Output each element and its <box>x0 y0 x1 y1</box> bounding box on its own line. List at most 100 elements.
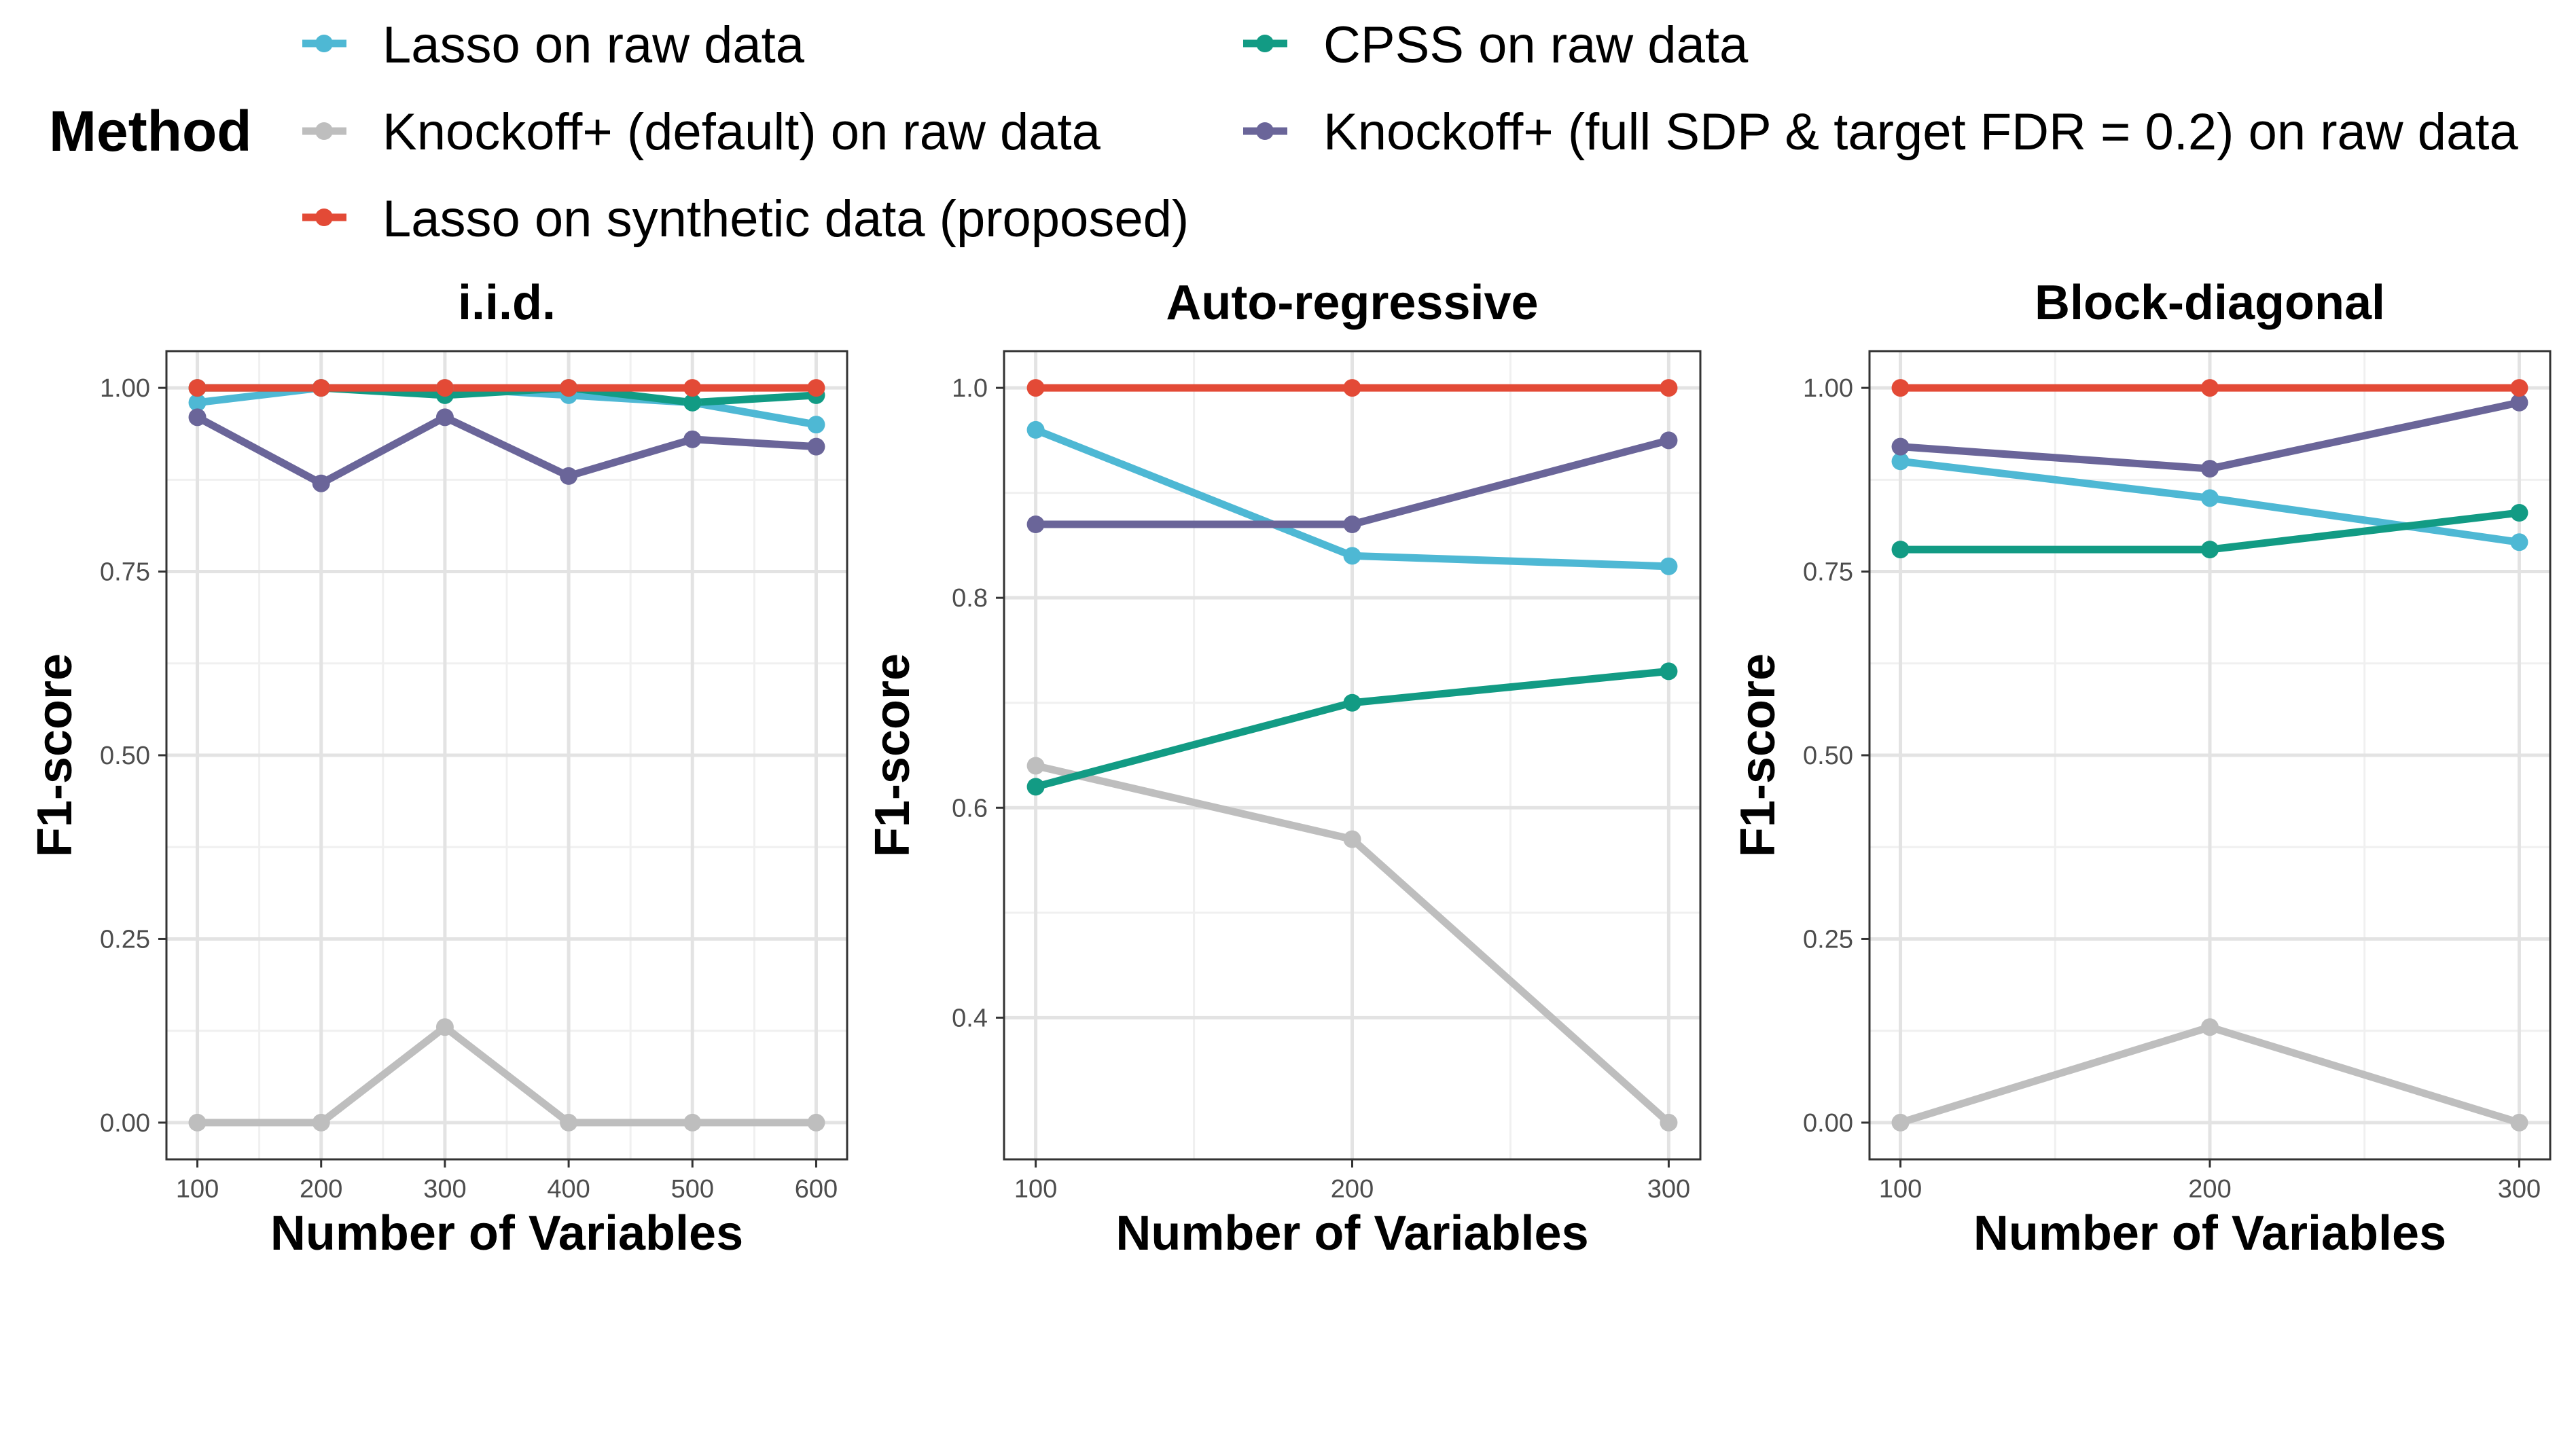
data-point <box>312 1113 330 1132</box>
data-point <box>2201 379 2219 397</box>
panel-title: i.i.d. <box>458 276 556 330</box>
data-point <box>1891 541 1910 559</box>
legend-entry-knockoff-default: Knockoff+ (default) on raw data <box>302 103 1101 161</box>
data-point <box>2201 541 2219 559</box>
legend-entry-lasso-synthetic: Lasso on synthetic data (proposed) <box>302 190 1189 248</box>
x-tick-label: 300 <box>1647 1175 1690 1204</box>
data-point <box>683 1113 702 1132</box>
y-tick-label: 0.00 <box>1803 1109 1853 1138</box>
y-axis-title: F1-score <box>865 653 920 857</box>
legend-entry-lasso-raw: Lasso on raw data <box>302 16 805 74</box>
data-point <box>807 1113 825 1132</box>
y-axis-title: F1-score <box>28 653 82 857</box>
data-point <box>188 408 207 427</box>
legend-entry-cpss-raw: CPSS on raw data <box>1243 16 1749 74</box>
legend-key-marker <box>315 122 333 140</box>
series-line <box>194 413 820 488</box>
y-tick-label: 0.50 <box>1803 742 1853 770</box>
y-tick-label: 0.75 <box>1803 558 1853 587</box>
panel-2: 100 200 300 0.4 0.6 0.8 1.0 Auto-regressive Numb… <box>865 276 1702 1261</box>
series-line <box>194 1023 820 1127</box>
data-point <box>807 437 825 456</box>
y-tick-label: 0.25 <box>100 925 150 954</box>
data-point <box>1026 757 1045 775</box>
data-point <box>1343 830 1361 848</box>
data-point <box>1343 379 1361 397</box>
data-point <box>1660 662 1678 681</box>
panel-title: Block-diagonal <box>2035 276 2385 330</box>
y-axis-title: F1-score <box>1731 653 1785 857</box>
data-point <box>2201 460 2219 478</box>
data-point <box>1026 778 1045 796</box>
data-point <box>560 379 578 397</box>
data-point <box>1891 437 1910 456</box>
y-tick-label: 1.0 <box>952 374 988 403</box>
y-tick-label: 0.50 <box>100 742 150 770</box>
x-tick-label: 100 <box>176 1175 219 1204</box>
data-point <box>683 379 702 397</box>
y-tick-label: 0.6 <box>952 794 988 822</box>
data-point <box>1343 693 1361 712</box>
data-point <box>435 408 454 427</box>
data-point <box>1660 431 1678 450</box>
data-point <box>1891 1113 1910 1132</box>
data-point <box>2510 379 2528 397</box>
x-tick-label: 500 <box>671 1175 714 1204</box>
data-point <box>560 467 578 485</box>
data-point <box>2201 1018 2219 1036</box>
data-point <box>2201 489 2219 507</box>
y-tick-label: 0.75 <box>100 558 150 587</box>
legend-label: Knockoff+ (full SDP & target FDR = 0.2) … <box>1323 103 2518 161</box>
legend-entry-knockoff-full-sdp: Knockoff+ (full SDP & target FDR = 0.2) … <box>1243 103 2518 161</box>
legend: Method Lasso on raw data Knockoff+ (defa… <box>49 16 2518 248</box>
legend-key-marker <box>1256 122 1274 140</box>
x-tick-label: 100 <box>1879 1175 1922 1204</box>
panel-3: 100 200 300 0.00 0.25 0.50 0.75 1.00 Block-diago… <box>1731 276 2552 1261</box>
legend-key-marker <box>315 209 333 226</box>
x-tick-label: 100 <box>1014 1175 1057 1204</box>
x-tick-label: 400 <box>547 1175 590 1204</box>
chart-panels: 100 200 300 400 500 600 0.00 0.25 0.50 0.75 1.00 i.… <box>28 276 2552 1261</box>
x-tick-label: 200 <box>1331 1175 1374 1204</box>
data-point <box>1891 379 1910 397</box>
data-point <box>1891 452 1910 471</box>
data-point <box>1660 1113 1678 1132</box>
legend-key-marker <box>315 35 333 52</box>
x-tick-label: 300 <box>423 1175 466 1204</box>
data-point <box>2510 533 2528 551</box>
data-point <box>1026 515 1045 533</box>
y-tick-label: 0.8 <box>952 584 988 613</box>
legend-label: Lasso on raw data <box>382 16 805 74</box>
panel-1: 100 200 300 400 500 600 0.00 0.25 0.50 0.75 1.00 i.… <box>28 276 848 1261</box>
data-point <box>2510 393 2528 412</box>
data-point <box>188 1113 207 1132</box>
y-tick-label: 0.00 <box>100 1109 150 1138</box>
data-point <box>188 393 207 412</box>
data-point <box>560 1113 578 1132</box>
legend-label: CPSS on raw data <box>1323 16 1749 74</box>
x-tick-label: 600 <box>795 1175 838 1204</box>
y-tick-label: 0.25 <box>1803 925 1853 954</box>
legend-title: Method <box>49 99 252 163</box>
data-point <box>188 379 207 397</box>
legend-key-marker <box>1256 35 1274 52</box>
legend-label: Knockoff+ (default) on raw data <box>382 103 1101 161</box>
x-axis-title: Number of Variables <box>1115 1206 1588 1261</box>
data-point <box>1660 557 1678 575</box>
data-point <box>1026 420 1045 439</box>
y-tick-label: 1.00 <box>100 374 150 403</box>
data-point <box>1343 547 1361 565</box>
panel-title: Auto-regressive <box>1166 276 1538 330</box>
data-point <box>683 393 702 412</box>
x-tick-label: 300 <box>2498 1175 2541 1204</box>
legend-label: Lasso on synthetic data (proposed) <box>382 190 1189 248</box>
x-tick-label: 200 <box>2188 1175 2231 1204</box>
data-point <box>683 430 702 448</box>
data-point <box>807 379 825 397</box>
data-point <box>1343 515 1361 533</box>
data-point <box>1660 379 1678 397</box>
data-point <box>435 379 454 397</box>
data-point <box>1026 379 1045 397</box>
x-tick-label: 200 <box>300 1175 342 1204</box>
x-axis-title: Number of Variables <box>1973 1206 2446 1261</box>
